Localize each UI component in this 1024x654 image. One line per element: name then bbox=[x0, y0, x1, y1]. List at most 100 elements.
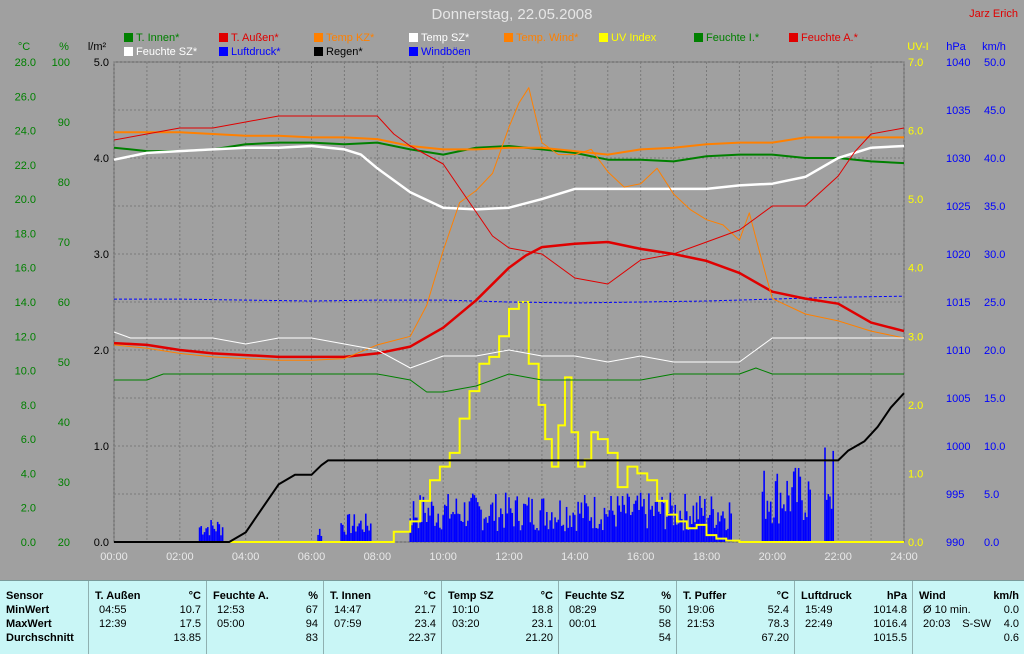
legend-item-temp-sz: Temp SZ* bbox=[409, 32, 469, 44]
series-feuchte-sz bbox=[113, 331, 904, 369]
legend-label: Temp. Wind* bbox=[516, 32, 579, 44]
y-tick-label-pressure: 1000 bbox=[946, 441, 970, 453]
x-tick-label: 06:00 bbox=[298, 551, 326, 563]
legend-swatch bbox=[504, 33, 513, 42]
legend-label: Feuchte SZ* bbox=[136, 46, 198, 58]
y-tick-label-temp: 16.0 bbox=[15, 263, 36, 275]
stats-min-time: 14:47 bbox=[334, 604, 362, 616]
y-tick-label-wind: 5.0 bbox=[984, 489, 999, 501]
stats-min-time: 08:29 bbox=[569, 604, 597, 616]
y-tick-label-humidity: 50 bbox=[58, 357, 70, 369]
y-tick-label-temp: 20.0 bbox=[15, 194, 36, 206]
legend-swatch bbox=[599, 33, 608, 42]
y-tick-label-rain: 2.0 bbox=[94, 345, 109, 357]
stats-average: 13.85 bbox=[173, 632, 201, 644]
series-feuchte-i bbox=[114, 367, 904, 393]
legend-label: UV Index bbox=[611, 32, 657, 44]
y-tick-label-pressure: 1025 bbox=[946, 201, 970, 213]
y-tick-label-wind: 25.0 bbox=[984, 297, 1005, 309]
stats-min-time: 12:53 bbox=[217, 604, 245, 616]
legend-swatch bbox=[789, 33, 798, 42]
stats-column-name: T. Innen bbox=[330, 590, 371, 602]
y-tick-label-humidity: 40 bbox=[58, 417, 70, 429]
stats-column-unit: °C bbox=[423, 590, 436, 602]
y-tick-label-humidity: 30 bbox=[58, 477, 70, 489]
stats-row-label-min: MinWert bbox=[6, 604, 50, 616]
stats-max-value: 17.5 bbox=[179, 618, 201, 630]
y-tick-label-temp: 14.0 bbox=[15, 297, 36, 309]
stats-column-name: T. Außen bbox=[95, 590, 141, 602]
y-tick-label-temp: 12.0 bbox=[15, 331, 36, 343]
axis-unit-uv: UV-I bbox=[907, 41, 928, 53]
stats-min-value: 52.4 bbox=[767, 604, 789, 616]
x-tick-label: 22:00 bbox=[824, 551, 852, 563]
series-uv-index bbox=[114, 301, 904, 543]
y-tick-label-wind: 0.0 bbox=[984, 537, 999, 549]
stats-average: 83 bbox=[305, 632, 318, 644]
axis-unit-temp: °C bbox=[18, 41, 30, 53]
axis-unit-rain: l/m² bbox=[88, 41, 107, 53]
legend-item-temp-kz: Temp KZ* bbox=[314, 32, 374, 44]
stats-min-value: 0.0 bbox=[1003, 604, 1019, 616]
stats-column: Wind km/h Ø 10 min. 0.0 20:03 S-SW 4.0 0.6 bbox=[912, 581, 1024, 654]
stats-max-time: 00:01 bbox=[569, 618, 597, 630]
y-tick-label-wind: 40.0 bbox=[984, 153, 1005, 165]
stats-average: 54 bbox=[658, 632, 671, 644]
legend-swatch bbox=[124, 33, 133, 42]
stats-max-time: 07:59 bbox=[334, 618, 362, 630]
y-tick-label-pressure: 1015 bbox=[946, 297, 970, 309]
y-tick-label-temp: 0.0 bbox=[21, 537, 36, 549]
y-tick-label-pressure: 1020 bbox=[946, 249, 970, 261]
legend-swatch bbox=[694, 33, 703, 42]
stats-min-value: 10.7 bbox=[179, 604, 201, 616]
weather-chart: 00:00 02:00 04:00 06:00 08:00 10:00 12:00 14:00… bbox=[15, 41, 1006, 563]
legend-item-feuchte-a: Feuchte A.* bbox=[789, 32, 858, 44]
x-tick-label: 12:00 bbox=[495, 551, 523, 563]
legend-item-t-aussen: T. Außen* bbox=[219, 32, 279, 44]
x-tick-label: 20:00 bbox=[759, 551, 787, 563]
axis-unit-pressure: hPa bbox=[946, 41, 966, 53]
series-feuchte-a bbox=[113, 115, 905, 285]
series-luftdruck bbox=[114, 295, 905, 304]
stats-column-name: Feuchte SZ bbox=[565, 590, 625, 602]
legend-item-temp-wind: Temp. Wind* bbox=[504, 32, 578, 44]
stats-table: Sensor MinWert MaxWert Durchschnitt T. A… bbox=[0, 580, 1024, 654]
stats-column: Feuchte A.% 12:53 67 05:00 94 83 bbox=[206, 581, 324, 654]
x-tick-label: 04:00 bbox=[232, 551, 260, 563]
stats-column-unit: °C bbox=[188, 590, 201, 602]
stats-column-unit: °C bbox=[540, 590, 553, 602]
x-tick-label: 24:00 bbox=[890, 551, 918, 563]
x-tick-label: 10:00 bbox=[429, 551, 457, 563]
legend-swatch bbox=[124, 47, 133, 56]
series-temp-kz bbox=[114, 131, 904, 156]
stats-row-label-max: MaxWert bbox=[6, 618, 52, 630]
stats-max-value: 4.0 bbox=[1003, 618, 1019, 630]
y-tick-label-temp: 8.0 bbox=[21, 400, 36, 412]
y-tick-label-pressure: 990 bbox=[946, 537, 964, 549]
y-tick-label-uv: 1.0 bbox=[908, 468, 923, 480]
y-tick-label-uv: 3.0 bbox=[908, 331, 923, 343]
y-tick-label-uv: 0.0 bbox=[908, 537, 923, 549]
stats-max-value: 94 bbox=[305, 618, 318, 630]
y-tick-label-wind: 50.0 bbox=[984, 57, 1005, 69]
x-tick-label: 00:00 bbox=[100, 551, 128, 563]
stats-column: T. Puffer °C 19:06 52.4 21:53 78.3 67.20 bbox=[676, 581, 795, 654]
stats-column: Temp SZ °C 10:10 18.8 03:20 23.1 21.20 bbox=[441, 581, 559, 654]
stats-max-value: 1016.4 bbox=[873, 618, 907, 630]
y-tick-label-humidity: 100 bbox=[52, 57, 70, 69]
stats-column-name: Luftdruck bbox=[801, 590, 852, 602]
y-tick-label-wind: 35.0 bbox=[984, 201, 1005, 213]
y-tick-label-humidity: 60 bbox=[58, 297, 70, 309]
legend-item-uv-index: UV Index bbox=[599, 32, 656, 44]
stats-average: 0.6 bbox=[1003, 632, 1019, 644]
y-tick-label-rain: 1.0 bbox=[94, 441, 109, 453]
y-tick-label-pressure: 995 bbox=[946, 489, 964, 501]
chart-title: Donnerstag, 22.05.2008 bbox=[431, 6, 593, 23]
y-tick-label-temp: 2.0 bbox=[21, 503, 36, 515]
stats-column-name: T. Puffer bbox=[683, 590, 727, 602]
author-label: Jarz Erich bbox=[969, 8, 1018, 20]
legend-swatch bbox=[314, 47, 323, 56]
stats-min-value: 50 bbox=[658, 604, 671, 616]
stats-max-direction: S-SW bbox=[962, 618, 991, 630]
stats-column-unit: °C bbox=[776, 590, 789, 602]
